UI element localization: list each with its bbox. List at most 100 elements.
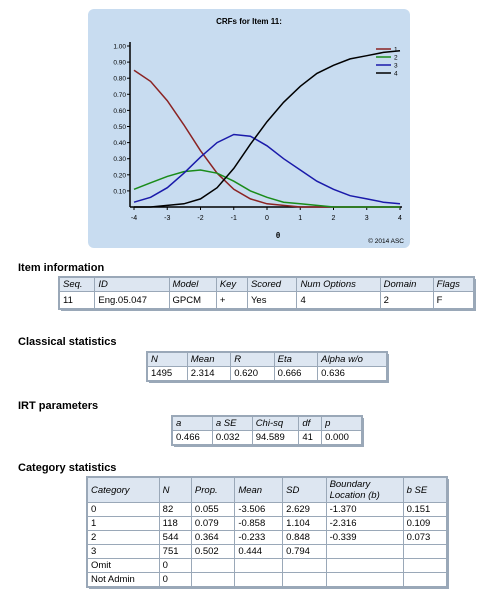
- table-cell: [234, 558, 284, 573]
- item-information-table: Seq. ID Model Key Scored Num Options Domain Fla…: [58, 276, 475, 310]
- table-cell: 118: [158, 516, 192, 531]
- table-row: 0.466 0.032 94.589 41 0.000: [172, 430, 362, 445]
- table-row: 11 Eng.05.047 GPCM + Yes 4 2 F: [58, 291, 475, 309]
- table-row: 3 751 0.502 0.444 0.794: [87, 544, 448, 559]
- column-header: Category: [87, 477, 160, 503]
- table-cell: [234, 572, 284, 587]
- table-cell: [282, 572, 327, 587]
- legend-label-4: 4: [394, 71, 398, 78]
- column-header: df: [298, 416, 323, 431]
- table-cell: Omit: [87, 558, 160, 573]
- table-cell: -3.506: [234, 502, 284, 517]
- column-header: N: [158, 477, 192, 503]
- table-cell: 2.314: [186, 366, 232, 381]
- irt-parameters-heading: IRT parameters: [18, 400, 99, 412]
- x-tick-label: 3: [365, 215, 369, 222]
- series-line-4: [134, 50, 401, 208]
- table-cell: 0.055: [190, 502, 236, 517]
- table-cell: [402, 572, 448, 587]
- column-header: SD: [282, 477, 327, 503]
- table-cell: 0.502: [190, 544, 236, 559]
- category-statistics-table: Category N Prop. Mean SD Boundary Location (b…: [86, 476, 448, 588]
- table-cell: 0.109: [402, 516, 448, 531]
- series-line-2: [133, 169, 400, 208]
- table-cell: -1.370: [325, 502, 404, 517]
- table-cell: 2.629: [282, 502, 327, 517]
- table-cell: 0.000: [321, 430, 362, 445]
- table-cell: 3: [87, 544, 160, 559]
- table-cell: 0.636: [317, 366, 387, 381]
- table-cell: 0: [158, 558, 192, 573]
- table-cell: 0.151: [402, 502, 448, 517]
- table-cell: [325, 544, 404, 559]
- table-cell: -0.339: [325, 530, 404, 545]
- table-cell: 751: [158, 544, 192, 559]
- table-cell: F: [432, 291, 475, 309]
- column-header: Eta: [273, 352, 319, 367]
- table-cell: 0: [87, 502, 160, 517]
- table-cell: [325, 558, 404, 573]
- column-header: Num Options: [296, 277, 381, 292]
- crf-chart-panel: CRFs for Item 11: 0.10 0.20 0.30 0.40 0.50 0.6…: [88, 9, 410, 248]
- x-tick-label: 0: [265, 215, 269, 222]
- x-tick-label: 2: [332, 215, 336, 222]
- column-header: Boundary Location (b): [325, 477, 404, 503]
- y-tick-label: 0.90: [113, 60, 126, 67]
- legend-label-1: 1: [394, 47, 398, 54]
- table-cell: 2: [379, 291, 434, 309]
- column-header: a: [172, 416, 213, 431]
- table-cell: 1: [87, 516, 160, 531]
- y-tick-label: 0.50: [113, 124, 126, 131]
- series-line-3: [133, 133, 401, 205]
- x-tick-label: -1: [231, 215, 237, 222]
- classical-statistics-heading: Classical statistics: [18, 336, 117, 348]
- table-row: 1 118 0.079 -0.858 1.104 -2.316 0.109: [87, 516, 448, 531]
- column-header: Chi-sq: [251, 416, 300, 431]
- category-statistics-heading: Category statistics: [18, 462, 117, 474]
- table-cell: 2: [87, 530, 160, 545]
- table-cell: 11: [58, 291, 96, 309]
- column-header: Alpha w/o: [317, 352, 387, 367]
- table-row: 0 82 0.055 -3.506 2.629 -1.370 0.151: [87, 502, 448, 517]
- table-cell: [282, 558, 327, 573]
- table-cell: Yes: [246, 291, 298, 309]
- y-tick-label: 0.60: [113, 108, 126, 115]
- crf-chart: CRFs for Item 11: 0.10 0.20 0.30 0.40 0.50 0.6…: [113, 17, 404, 245]
- classical-statistics-table: N Mean R Eta Alpha w/o 1495 2.314 0.620 0.666 0.6…: [146, 351, 388, 382]
- table-cell: 82: [158, 502, 192, 517]
- column-header: b SE: [402, 477, 448, 503]
- table-cell: [402, 558, 448, 573]
- table-row: 1495 2.314 0.620 0.666 0.636: [147, 366, 387, 381]
- y-tick-label: 1.00: [113, 44, 126, 51]
- x-tick-label: -2: [197, 215, 203, 222]
- column-header: N: [147, 352, 188, 367]
- table-row: 2 544 0.364 -0.233 0.848 -0.339 0.073: [87, 530, 448, 545]
- column-header: a SE: [211, 416, 253, 431]
- table-cell: Not Admin: [87, 572, 160, 587]
- table-cell: 0.364: [190, 530, 236, 545]
- y-tick-label: 0.40: [113, 140, 126, 147]
- x-tick-label: -4: [131, 215, 137, 222]
- series-line-1: [133, 69, 400, 208]
- table-cell: 0.079: [190, 516, 236, 531]
- table-cell: 0.032: [211, 430, 253, 445]
- table-cell: 41: [298, 430, 323, 445]
- legend-label-2: 2: [394, 55, 398, 62]
- table-cell: -0.858: [234, 516, 284, 531]
- column-header: Mean: [234, 477, 284, 503]
- column-header: Seq.: [58, 277, 96, 292]
- table-cell: 544: [158, 530, 192, 545]
- table-row: Omit 0: [87, 558, 448, 573]
- table-cell: -2.316: [325, 516, 404, 531]
- column-header: p: [321, 416, 362, 431]
- table-cell: 0.444: [234, 544, 284, 559]
- table-cell: 0.620: [230, 366, 275, 381]
- y-tick-label: 0.80: [113, 76, 126, 83]
- table-row: Not Admin 0: [87, 572, 448, 587]
- column-header: Scored: [246, 277, 298, 292]
- chart-title: CRFs for Item 11:: [216, 17, 282, 26]
- table-cell: 4: [296, 291, 381, 309]
- table-cell: 0: [158, 572, 192, 587]
- column-header: Model: [168, 277, 217, 292]
